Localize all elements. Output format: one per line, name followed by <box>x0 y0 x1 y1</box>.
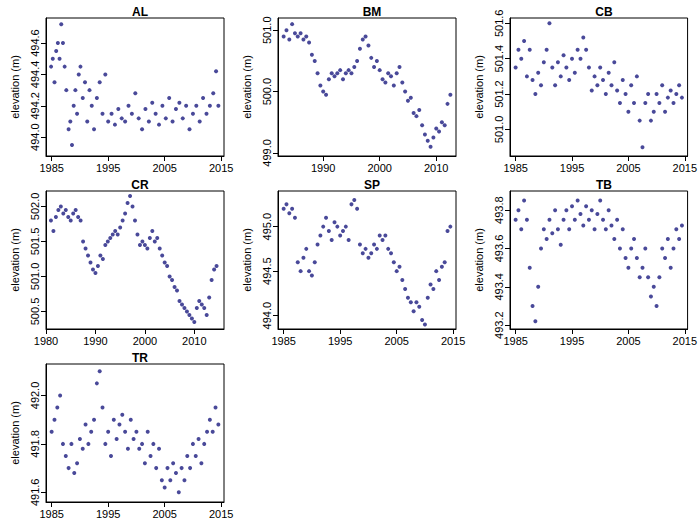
svg-text:2015: 2015 <box>441 335 465 347</box>
svg-text:491.8: 491.8 <box>29 430 41 458</box>
svg-text:elevation (m): elevation (m) <box>473 228 485 292</box>
svg-text:501.0: 501.0 <box>29 263 41 291</box>
svg-text:493.8: 493.8 <box>493 196 505 224</box>
svg-text:AL: AL <box>132 5 148 19</box>
svg-text:2015: 2015 <box>209 508 233 520</box>
svg-text:SP: SP <box>364 178 380 192</box>
svg-text:2015: 2015 <box>673 162 697 174</box>
svg-text:elevation (m): elevation (m) <box>9 401 21 465</box>
svg-text:elevation (m): elevation (m) <box>241 228 253 292</box>
svg-text:elevation (m): elevation (m) <box>9 55 21 119</box>
svg-text:493.4: 493.4 <box>493 273 505 301</box>
svg-text:2005: 2005 <box>152 508 176 520</box>
svg-text:2005: 2005 <box>616 335 640 347</box>
svg-text:499.0: 499.0 <box>261 139 273 167</box>
svg-text:1995: 1995 <box>560 335 584 347</box>
svg-text:494.6: 494.6 <box>29 29 41 57</box>
svg-text:1995: 1995 <box>328 335 352 347</box>
svg-text:492.0: 492.0 <box>29 382 41 410</box>
svg-text:494.2: 494.2 <box>29 92 41 120</box>
svg-text:501.4: 501.4 <box>493 45 505 73</box>
svg-text:494.5: 494.5 <box>261 257 273 285</box>
svg-text:1995: 1995 <box>96 508 120 520</box>
svg-text:2005: 2005 <box>616 162 640 174</box>
svg-text:1980: 1980 <box>34 335 58 347</box>
svg-text:500.5: 500.5 <box>29 298 41 326</box>
svg-text:CB: CB <box>595 5 613 19</box>
svg-text:493.2: 493.2 <box>492 311 505 339</box>
svg-text:1990: 1990 <box>311 162 335 174</box>
svg-text:1995: 1995 <box>96 162 120 174</box>
svg-text:1995: 1995 <box>560 162 584 174</box>
svg-text:elevation (m): elevation (m) <box>473 55 485 119</box>
svg-text:491.6: 491.6 <box>29 479 41 507</box>
svg-text:2005: 2005 <box>152 162 176 174</box>
svg-text:493.6: 493.6 <box>493 235 505 263</box>
svg-text:2015: 2015 <box>673 335 697 347</box>
svg-text:2000: 2000 <box>133 335 157 347</box>
svg-text:1985: 1985 <box>39 508 63 520</box>
svg-text:BM: BM <box>363 5 382 19</box>
svg-text:2010: 2010 <box>182 335 206 347</box>
svg-text:501.0: 501.0 <box>261 17 273 45</box>
svg-text:501.0: 501.0 <box>493 116 505 144</box>
svg-text:2010: 2010 <box>424 162 448 174</box>
svg-text:elevation (m): elevation (m) <box>9 228 21 292</box>
svg-text:1985: 1985 <box>503 335 527 347</box>
svg-text:501.6: 501.6 <box>493 10 505 38</box>
svg-text:502.0: 502.0 <box>29 193 41 221</box>
svg-text:TR: TR <box>132 351 148 365</box>
svg-text:CR: CR <box>131 178 149 192</box>
svg-text:494.4: 494.4 <box>29 61 41 89</box>
svg-text:elevation (m): elevation (m) <box>241 55 253 119</box>
svg-text:501.2: 501.2 <box>493 80 505 108</box>
svg-text:501.5: 501.5 <box>29 228 41 256</box>
svg-text:500.0: 500.0 <box>261 78 273 106</box>
svg-text:2005: 2005 <box>384 335 408 347</box>
svg-text:1985: 1985 <box>271 335 295 347</box>
svg-text:1985: 1985 <box>503 162 527 174</box>
svg-text:1990: 1990 <box>83 335 107 347</box>
svg-text:2000: 2000 <box>367 162 391 174</box>
svg-text:1985: 1985 <box>39 162 63 174</box>
svg-text:495.0: 495.0 <box>261 213 273 241</box>
svg-text:494.0: 494.0 <box>261 302 273 330</box>
svg-text:TB: TB <box>596 178 612 192</box>
svg-text:494.0: 494.0 <box>29 123 41 151</box>
svg-text:2015: 2015 <box>209 162 233 174</box>
